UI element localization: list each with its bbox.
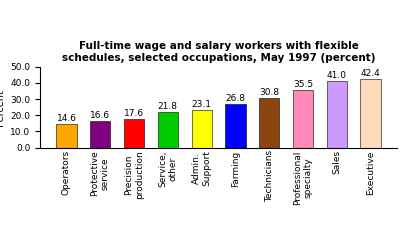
Bar: [56, 124, 77, 148]
Title: Full-time wage and salary workers with flexible
schedules, selected occupations,: Full-time wage and salary workers with f…: [62, 41, 375, 63]
Text: 16.6: 16.6: [90, 111, 110, 120]
Bar: [293, 90, 313, 148]
Text: 42.4: 42.4: [361, 69, 381, 78]
Bar: [192, 110, 212, 148]
Text: 23.1: 23.1: [192, 100, 212, 109]
Text: 41.0: 41.0: [327, 71, 347, 80]
Bar: [259, 98, 279, 148]
Text: 30.8: 30.8: [259, 88, 279, 97]
Bar: [90, 121, 110, 148]
Text: 26.8: 26.8: [225, 94, 245, 103]
Text: 35.5: 35.5: [293, 80, 313, 89]
Bar: [158, 112, 178, 148]
Bar: [124, 119, 144, 148]
Y-axis label: Percent: Percent: [0, 89, 5, 125]
Bar: [225, 104, 245, 148]
Text: 21.8: 21.8: [158, 102, 178, 111]
Bar: [327, 81, 347, 148]
Bar: [360, 79, 381, 148]
Text: 14.6: 14.6: [57, 114, 77, 123]
Text: 17.6: 17.6: [124, 109, 144, 118]
